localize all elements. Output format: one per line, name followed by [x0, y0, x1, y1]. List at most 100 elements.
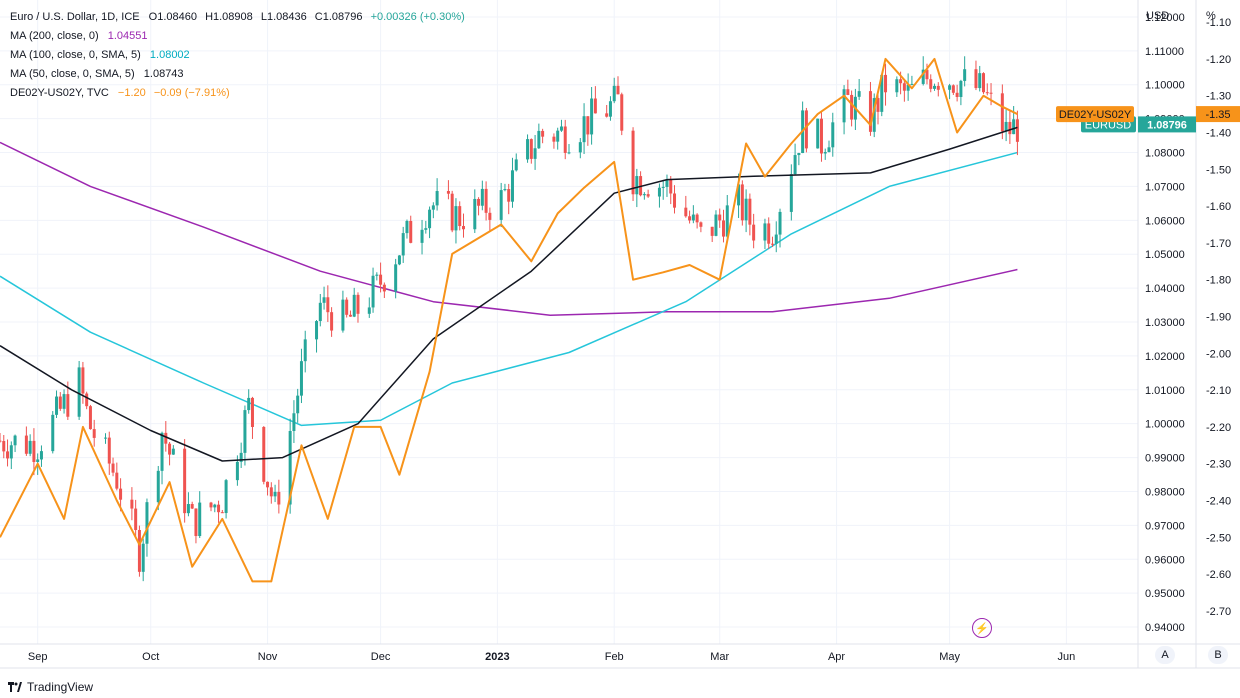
candle-body: [661, 186, 665, 188]
candle-body: [748, 198, 752, 225]
y-left-tick-label: 1.06000: [1145, 215, 1185, 227]
candle-body: [104, 437, 108, 439]
candle-body: [2, 441, 6, 452]
candle-body: [880, 74, 884, 112]
b-scale-button[interactable]: B: [1208, 646, 1228, 664]
axes: 1.120001.110001.100001.090001.080001.070…: [0, 0, 1240, 669]
candle-body: [699, 222, 703, 227]
candle-body: [921, 69, 925, 84]
candle-body: [58, 396, 62, 409]
y-left-tick-label: 1.02000: [1145, 351, 1185, 363]
x-tick-label: Oct: [142, 651, 159, 663]
legend-spread-row[interactable]: DE02Y-US02Y, TVC −1.20 −0.09 (−7.91%): [10, 84, 470, 103]
legend-ma100-row[interactable]: MA (100, close, 0, SMA, 5) 1.08002: [10, 46, 470, 65]
y-left-tick-label: 1.05000: [1145, 249, 1185, 261]
candle-body: [32, 440, 36, 462]
candle-body: [141, 543, 145, 572]
candle-body: [401, 233, 405, 256]
legend-ma200-row[interactable]: MA (200, close, 0) 1.04551: [10, 27, 470, 46]
candle-body: [514, 159, 518, 171]
candle-body: [669, 179, 673, 194]
y-left-tick-label: 1.01000: [1145, 385, 1185, 397]
spread-value-badge: [1196, 106, 1240, 123]
candle-body: [217, 504, 221, 513]
candle-body: [134, 508, 138, 530]
spread-series: [0, 57, 1018, 583]
candle-body: [345, 299, 349, 315]
candle-body: [85, 393, 89, 407]
candle-body: [160, 432, 164, 471]
candle-body: [348, 314, 352, 317]
candle-body: [198, 502, 202, 537]
candle-body: [846, 89, 850, 95]
candle-body: [978, 73, 982, 89]
candle-body: [688, 216, 692, 221]
candle-body: [28, 440, 32, 454]
candle-body: [793, 155, 797, 175]
candle-body: [55, 396, 59, 415]
candle-body: [684, 207, 688, 217]
legend-symbol: Euro / U.S. Dollar, 1D, ICE: [10, 11, 140, 23]
candle-body: [224, 480, 228, 514]
candle-body: [488, 212, 492, 220]
candle-body: [190, 504, 194, 509]
legend-ma200-label: MA (200, close, 0): [10, 30, 99, 42]
eurusd-name-label: EURUSD: [1085, 119, 1132, 131]
candle-body: [1012, 119, 1016, 135]
candle-body: [51, 414, 55, 452]
candle-body: [183, 448, 187, 514]
candle-body: [250, 397, 254, 427]
y-right-tick-label: -1.50: [1206, 164, 1231, 176]
legend-symbol-row: Euro / U.S. Dollar, 1D, ICE O1.08460 H1.…: [10, 8, 470, 27]
candle-body: [213, 504, 217, 508]
candle-body: [985, 92, 989, 94]
candle-body: [959, 80, 963, 97]
candle-body: [107, 437, 111, 464]
candle-body: [982, 73, 986, 93]
candle-body: [1000, 93, 1004, 132]
candle-body: [277, 491, 281, 505]
y-right-tick-label: -2.40: [1206, 495, 1231, 507]
y-left-tick-label: 0.96000: [1145, 554, 1185, 566]
y-right-tick-label: -2.30: [1206, 459, 1231, 471]
candle-body: [356, 294, 360, 314]
candle-body: [318, 302, 322, 322]
candle-body: [710, 226, 714, 236]
candle-body: [876, 98, 880, 112]
candle-body: [130, 499, 134, 509]
y-right-tick-label: -1.20: [1206, 54, 1231, 66]
candle-body: [665, 179, 669, 187]
legend-spread-label: DE02Y-US02Y, TVC: [10, 87, 109, 99]
candle-body: [480, 188, 484, 206]
candle-body: [695, 214, 699, 223]
candle-body: [740, 184, 744, 221]
legend-ma50-value: 1.08743: [143, 68, 184, 80]
candle-body: [424, 228, 428, 230]
candle-body: [477, 198, 481, 206]
flash-icon[interactable]: ⚡: [972, 618, 992, 638]
candle-body: [948, 85, 952, 90]
auto-scale-button[interactable]: A: [1155, 646, 1175, 664]
legend-open: O1.08460: [148, 11, 197, 23]
y-right-tick-label: -1.40: [1206, 127, 1231, 139]
y-right-tick-label: -1.90: [1206, 311, 1231, 323]
ma200-series: [0, 141, 1018, 316]
candle-body: [420, 229, 424, 243]
y-left-tick-label: 1.04000: [1145, 283, 1185, 295]
y-left-tick-label: 1.00000: [1145, 419, 1185, 431]
candle-body: [586, 116, 590, 135]
candle-body: [646, 194, 650, 197]
y-right-tick-label: -1.60: [1206, 201, 1231, 213]
legend-high: H1.08908: [205, 11, 253, 23]
candle-body: [774, 234, 778, 244]
candle-body: [537, 130, 541, 149]
candle-body: [171, 448, 175, 455]
y-right-tick-label: -2.50: [1206, 532, 1231, 544]
candle-body: [36, 459, 40, 462]
legend-ma50-row[interactable]: MA (50, close, 0, SMA, 5) 1.08743: [10, 65, 470, 84]
legend-ma100-value: 1.08002: [149, 49, 190, 61]
footer-brand[interactable]: TradingView: [8, 680, 93, 694]
x-tick-label: May: [939, 651, 960, 663]
x-tick-label: Nov: [258, 651, 278, 663]
